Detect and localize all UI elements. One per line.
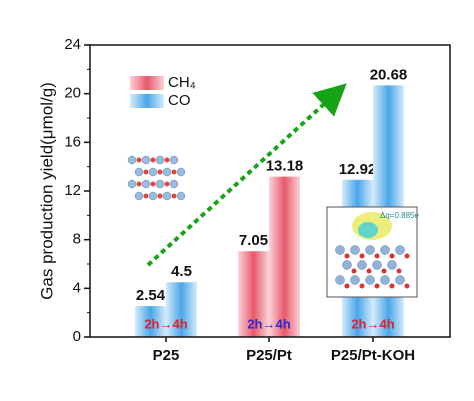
y-tick-label: 12 xyxy=(64,182,81,199)
atom xyxy=(350,245,360,255)
y-tick-label: 16 xyxy=(64,133,81,150)
atom xyxy=(389,283,395,289)
x-tick-label: P25 xyxy=(153,347,180,364)
bar xyxy=(238,251,269,337)
atom xyxy=(395,275,405,285)
x-tick-label: P25/Pt xyxy=(246,347,292,364)
atom xyxy=(335,275,345,285)
atom xyxy=(372,260,382,270)
atom xyxy=(359,283,365,289)
value-label: 12.92 xyxy=(339,161,377,178)
annotation: 2h→4h xyxy=(351,316,394,331)
atom xyxy=(387,260,397,270)
y-tick-label: 4 xyxy=(73,279,81,296)
atom xyxy=(396,268,402,274)
bar xyxy=(166,282,197,337)
annotation: 2h→4h xyxy=(247,316,290,331)
atom xyxy=(344,253,350,259)
y-tick-label: 8 xyxy=(73,231,81,248)
value-label: 2.54 xyxy=(136,287,166,304)
atom xyxy=(380,275,390,285)
legend-swatch xyxy=(130,76,164,90)
atom xyxy=(342,260,352,270)
y-tick-label: 24 xyxy=(64,36,81,53)
trend-arrow xyxy=(146,83,347,267)
x-tick-label: P25/Pt-KOH xyxy=(331,347,415,364)
atom xyxy=(365,245,375,255)
y-tick-label: 20 xyxy=(64,85,81,102)
atom xyxy=(395,245,405,255)
value-label: 20.68 xyxy=(370,66,408,83)
plot-frame xyxy=(89,44,451,338)
bar xyxy=(269,176,300,337)
value-label: 13.18 xyxy=(266,158,304,175)
atom xyxy=(365,275,375,285)
structure-icon xyxy=(127,155,186,201)
atom xyxy=(335,245,345,255)
inset-label: Δq=0.885e xyxy=(380,211,419,220)
inset-structure: Δq=0.885e xyxy=(326,206,419,298)
atom xyxy=(380,245,390,255)
atom xyxy=(374,283,380,289)
y-tick-label: 0 xyxy=(73,328,81,345)
legend-swatch xyxy=(130,94,164,108)
legend-label: CO xyxy=(168,92,191,109)
atom xyxy=(344,283,350,289)
charge-density xyxy=(358,222,378,238)
value-label: 4.5 xyxy=(171,263,192,280)
atom xyxy=(404,253,410,259)
value-label: 7.05 xyxy=(239,232,268,249)
atom xyxy=(359,253,365,259)
atom xyxy=(381,268,387,274)
atom xyxy=(404,283,410,289)
atom xyxy=(350,275,360,285)
legend-label: CH₄ xyxy=(168,74,196,91)
annotation: 2h→4h xyxy=(144,316,187,331)
atom xyxy=(351,268,357,274)
atom xyxy=(374,253,380,259)
atom xyxy=(357,260,367,270)
y-axis-label: Gas production yield(μmol/g) xyxy=(37,82,56,300)
atom xyxy=(366,268,372,274)
atom xyxy=(389,253,395,259)
bar xyxy=(135,306,166,337)
